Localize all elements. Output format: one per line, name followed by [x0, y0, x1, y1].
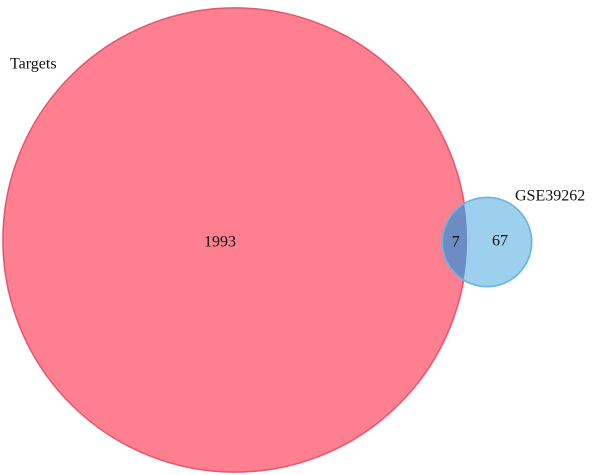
- region-label: 1993: [204, 234, 236, 251]
- set-outline: [441, 196, 533, 288]
- region-label: 7: [452, 234, 460, 251]
- set-label: GSE39262: [515, 188, 585, 205]
- intersection-region: [442, 197, 468, 287]
- set-label: Targets: [10, 56, 57, 73]
- region-label: 67: [492, 233, 508, 250]
